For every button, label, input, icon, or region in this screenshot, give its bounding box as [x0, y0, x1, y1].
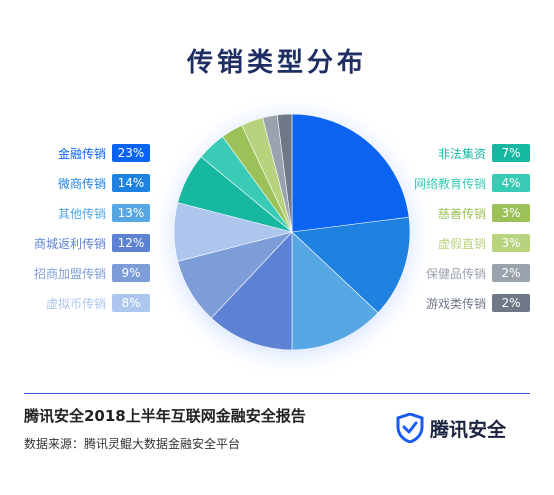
legend-percent-badge: 23%	[112, 144, 150, 162]
legend-label: 网络教育传销	[413, 176, 486, 191]
pie-slice	[291, 113, 410, 233]
legend-item: 微商传销 14%	[2, 174, 150, 192]
report-title: 腾讯安全2018上半年互联网金融安全报告	[24, 407, 306, 425]
legend-item: 金融传销 23%	[2, 144, 150, 162]
brand-name: 腾讯安全	[430, 418, 507, 441]
legend-item: 虚拟币传销 8%	[2, 294, 150, 312]
pie-slice	[210, 231, 293, 351]
legend-percent-badge: 14%	[112, 174, 150, 192]
legend-percent-badge: 8%	[112, 294, 150, 312]
legend-item: 网络教育传销 4%	[382, 174, 530, 192]
legend-label: 微商传销	[57, 176, 106, 191]
legend-label: 保健品传销	[425, 266, 486, 281]
chart-title: 传销类型分布	[186, 48, 367, 78]
pie-slice	[276, 113, 293, 233]
pie-chart	[148, 92, 436, 380]
brand-logo: 腾讯安全	[396, 413, 506, 443]
legend-label: 商城返利传销	[33, 236, 106, 251]
legend-item: 游戏类传销 2%	[382, 294, 530, 312]
legend-item: 虚假直销 3%	[382, 234, 530, 252]
pie-slice	[291, 231, 379, 351]
legend-percent-badge: 3%	[492, 234, 530, 252]
legend-item: 其他传销 13%	[2, 204, 150, 222]
legend-label: 金融传销	[57, 146, 106, 161]
legend-label: 招商加盟传销	[33, 266, 106, 281]
legend-percent-badge: 9%	[112, 264, 150, 282]
legend-percent-badge: 4%	[492, 174, 530, 192]
pie-slice	[291, 216, 411, 314]
legend-label: 慈善传销	[437, 206, 486, 221]
footer-divider	[24, 393, 530, 394]
legend-label: 游戏类传销	[425, 296, 486, 311]
legend-percent-badge: 7%	[492, 144, 530, 162]
legend-item: 非法集资 7%	[382, 144, 530, 162]
legend-percent-badge: 3%	[492, 204, 530, 222]
legend-item: 招商加盟传销 9%	[2, 264, 150, 282]
legend-item: 慈善传销 3%	[382, 204, 530, 222]
legend-label: 虚拟币传销	[45, 296, 106, 311]
legend-label: 其他传销	[57, 206, 106, 221]
legend-item: 保健品传销 2%	[382, 264, 530, 282]
legend-label: 虚假直销	[437, 236, 486, 251]
legend-percent-badge: 2%	[492, 264, 530, 282]
legend-percent-badge: 13%	[112, 204, 150, 222]
legend-item: 商城返利传销 12%	[2, 234, 150, 252]
legend-label: 非法集资	[437, 146, 486, 161]
legend-percent-badge: 2%	[492, 294, 530, 312]
legend-percent-badge: 12%	[112, 234, 150, 252]
data-source: 数据来源：腾讯灵鲲大数据金融安全平台	[24, 437, 241, 451]
shield-icon	[396, 413, 424, 443]
